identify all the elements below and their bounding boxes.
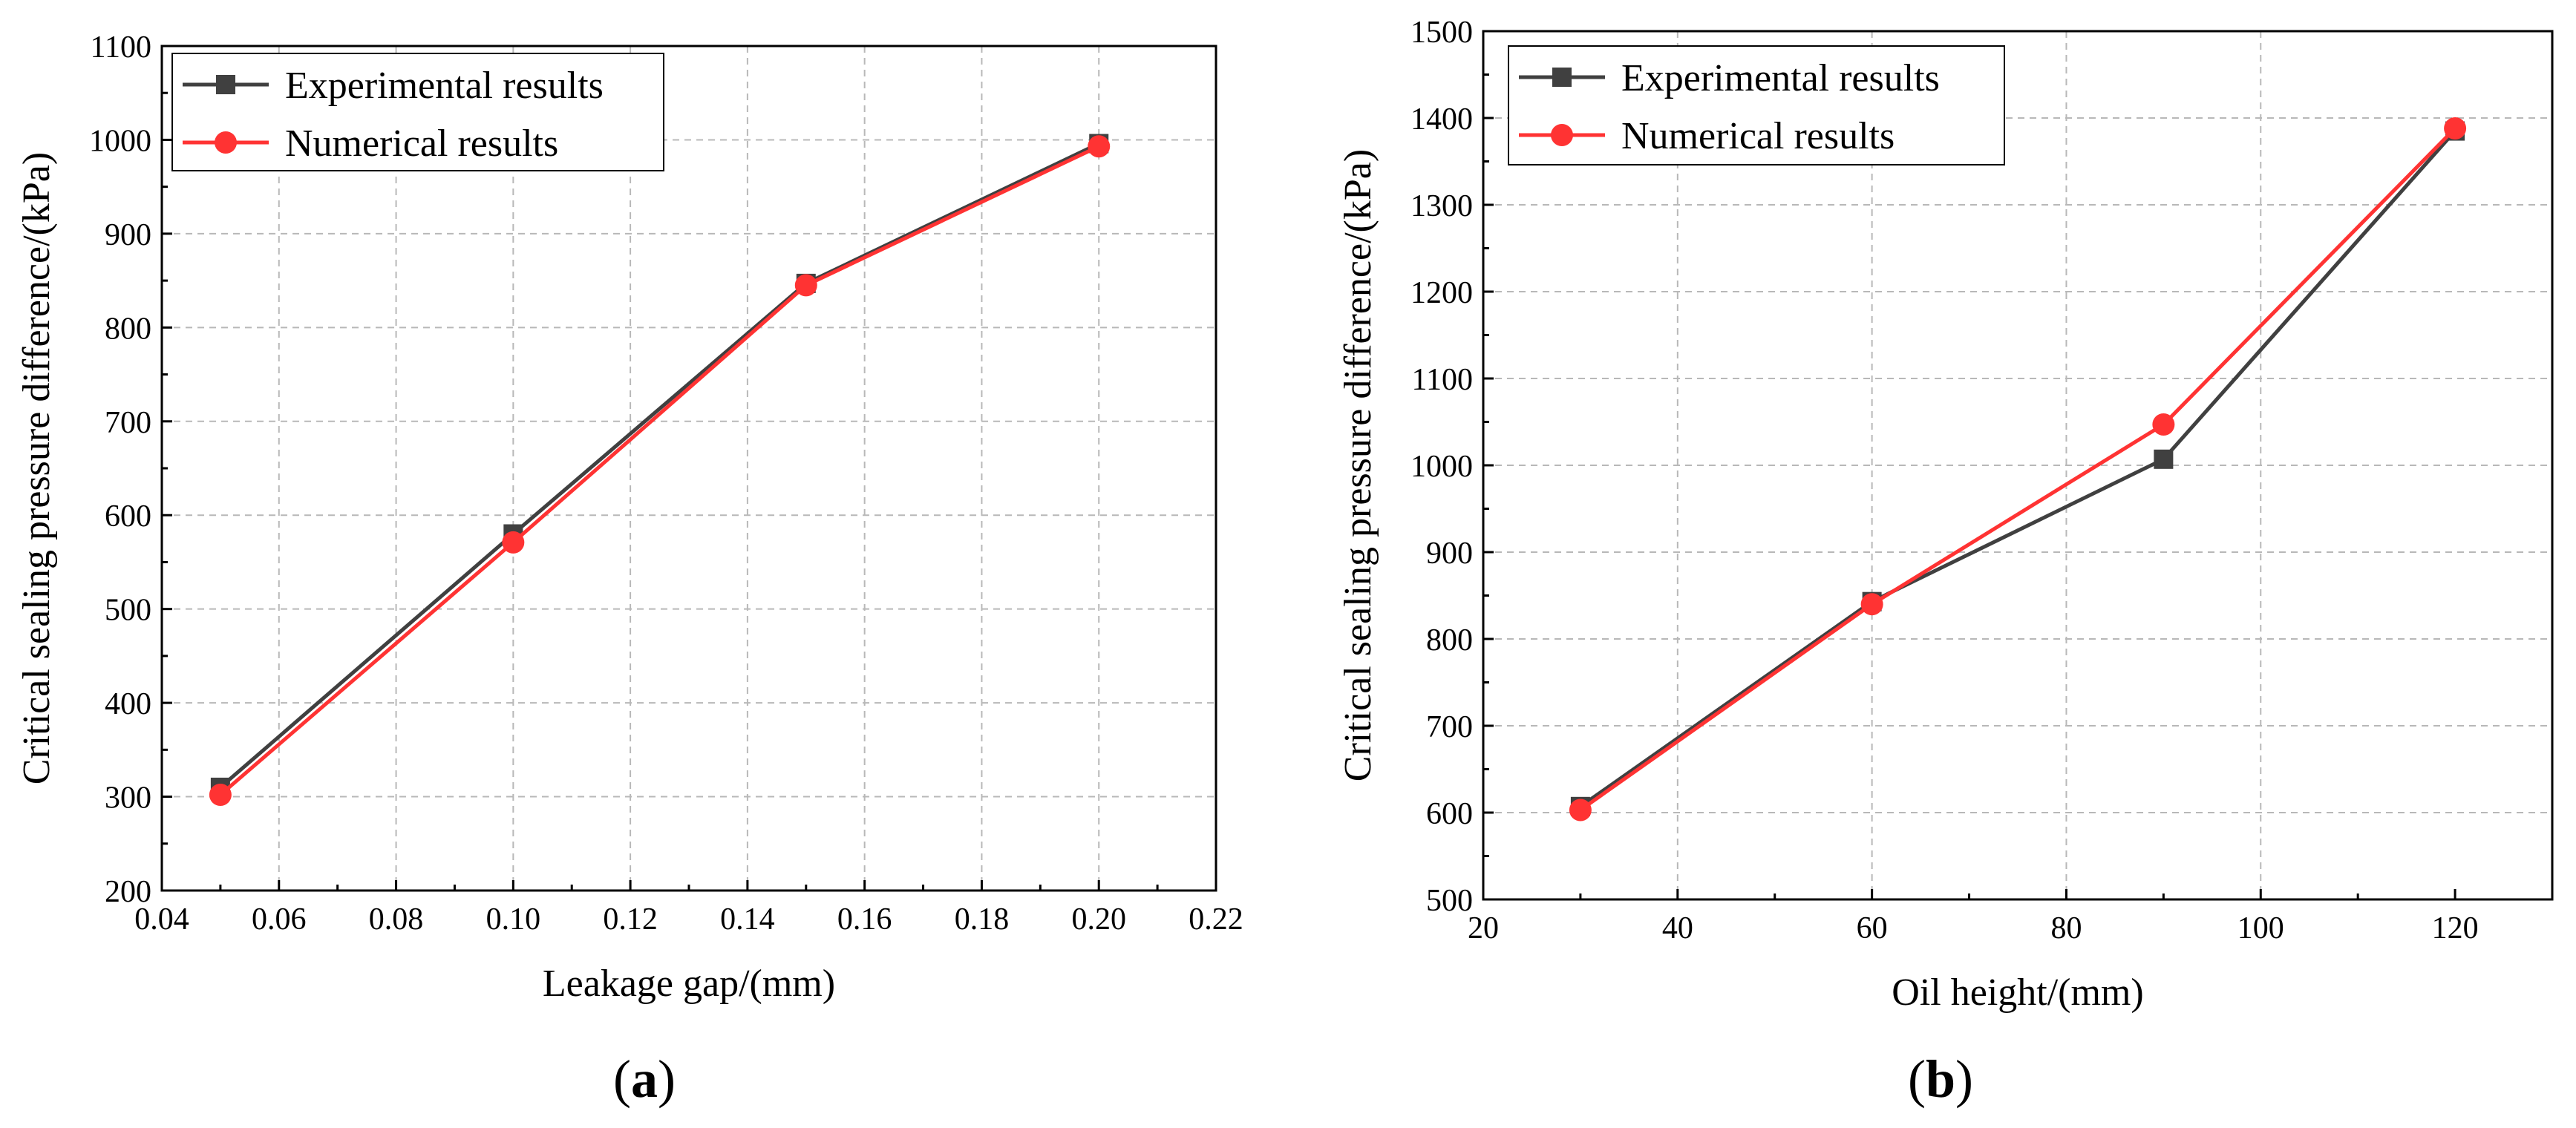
data-point-circle [209,784,232,807]
series-line [219,142,1100,789]
legend: Experimental results Numerical results [1508,45,2005,165]
data-point-circle [794,274,817,297]
data-point-circle [2444,117,2467,140]
data-point-circle [1569,799,1592,822]
y-axis-label: Critical sealing pressure difference/(kP… [1337,149,1379,781]
y-tick-label: 900 [105,218,151,252]
series-numerical [1569,117,2467,822]
y-tick-label: 200 [105,875,151,909]
data-point-circle [1860,593,1883,616]
legend-entry-label: Numerical results [1621,115,1895,157]
y-tick-label: 1300 [1410,189,1473,223]
y-tick-label: 700 [1426,710,1473,744]
panel-label-letter: b [1926,1049,1955,1109]
x-tick-label: 0.10 [486,902,541,937]
data-point-circle [1088,135,1111,158]
y-tick-label: 1400 [1410,102,1473,137]
x-tick-label: 0.06 [252,902,307,937]
chart-panel-a: 0.04 0.06 0.08 0.10 0.12 0.14 0.16 0.18 0.20 0.22… [16,30,1243,1109]
legend-entry-label: Experimental results [1621,57,1940,99]
x-tick-label: 0.04 [134,902,189,937]
y-tick-label: 1100 [1412,363,1473,397]
series-line [1579,129,2456,808]
y-axis-label: Critical sealing pressure difference/(kP… [16,152,58,784]
x-tick-label: 40 [1662,911,1693,945]
legend: Experimental results Numerical results [171,53,664,171]
y-tick-label: 800 [105,312,151,346]
legend-box [171,53,664,171]
panel-label: (a) [613,1049,676,1109]
y-tick-label: 1100 [91,30,151,65]
x-tick-label: 0.08 [369,902,424,937]
series-experimental [1570,121,2465,816]
series-numerical [209,135,1111,807]
panel-label: (b) [1908,1049,1973,1109]
series-line [1579,127,2456,812]
y-tick-label: 1200 [1410,276,1473,310]
y-tick-label: 400 [105,687,151,721]
x-tick-label: 80 [2050,911,2082,945]
legend-entry-label: Experimental results [285,65,604,107]
data-point-circle [2152,413,2175,436]
legend-marker-square [1552,68,1572,87]
y-tick-label: 1000 [1410,450,1473,484]
x-tick-label: 0.14 [720,902,775,937]
y-tick-label: 800 [1426,623,1473,658]
y-tick-label: 300 [105,781,151,816]
legend-marker-circle [215,131,237,154]
x-tick-label: 0.12 [603,902,658,937]
data-point-circle [502,531,525,554]
plot-frame [1482,30,2554,901]
legend-entry-label: Numerical results [285,122,558,165]
panel-label-close-paren: ) [658,1049,676,1109]
legend-marker-square [216,75,235,94]
y-tick-label: 1500 [1410,16,1473,50]
x-axis-label: Oil height/(mm) [1892,971,2143,1014]
x-tick-label: 120 [2432,911,2479,945]
plot-frame [160,45,1217,892]
legend-box [1508,45,2005,165]
y-tick-label: 700 [105,406,151,440]
y-tick-label: 500 [105,594,151,628]
x-tick-label: 0.20 [1071,902,1126,937]
x-tick-label: 100 [2237,911,2284,945]
panel-label-letter: a [631,1049,658,1109]
x-tick-label: 60 [1857,911,1888,945]
panel-label-open-paren: ( [1908,1049,1926,1109]
x-tick-label: 0.22 [1189,902,1243,937]
series-line [219,145,1100,796]
x-tick-label: 0.16 [837,902,892,937]
data-point-square [2154,449,2174,469]
y-tick-label: 900 [1426,537,1473,571]
legend-marker-circle [1551,124,1573,146]
y-tick-label: 600 [1426,797,1473,831]
x-axis-label: Leakage gap/(mm) [543,963,835,1005]
chart-panel-b: 20 40 60 80 100 120 500 600 700 800 900 1000 1100 120… [1337,16,2554,1109]
y-tick-label: 500 [1426,884,1473,918]
y-tick-label: 600 [105,499,151,534]
panel-label-close-paren: ) [1955,1049,1973,1109]
x-tick-label: 0.18 [955,902,1010,937]
x-tick-label: 20 [1468,911,1499,945]
y-tick-label: 1000 [89,124,151,158]
panel-label-open-paren: ( [613,1049,631,1109]
